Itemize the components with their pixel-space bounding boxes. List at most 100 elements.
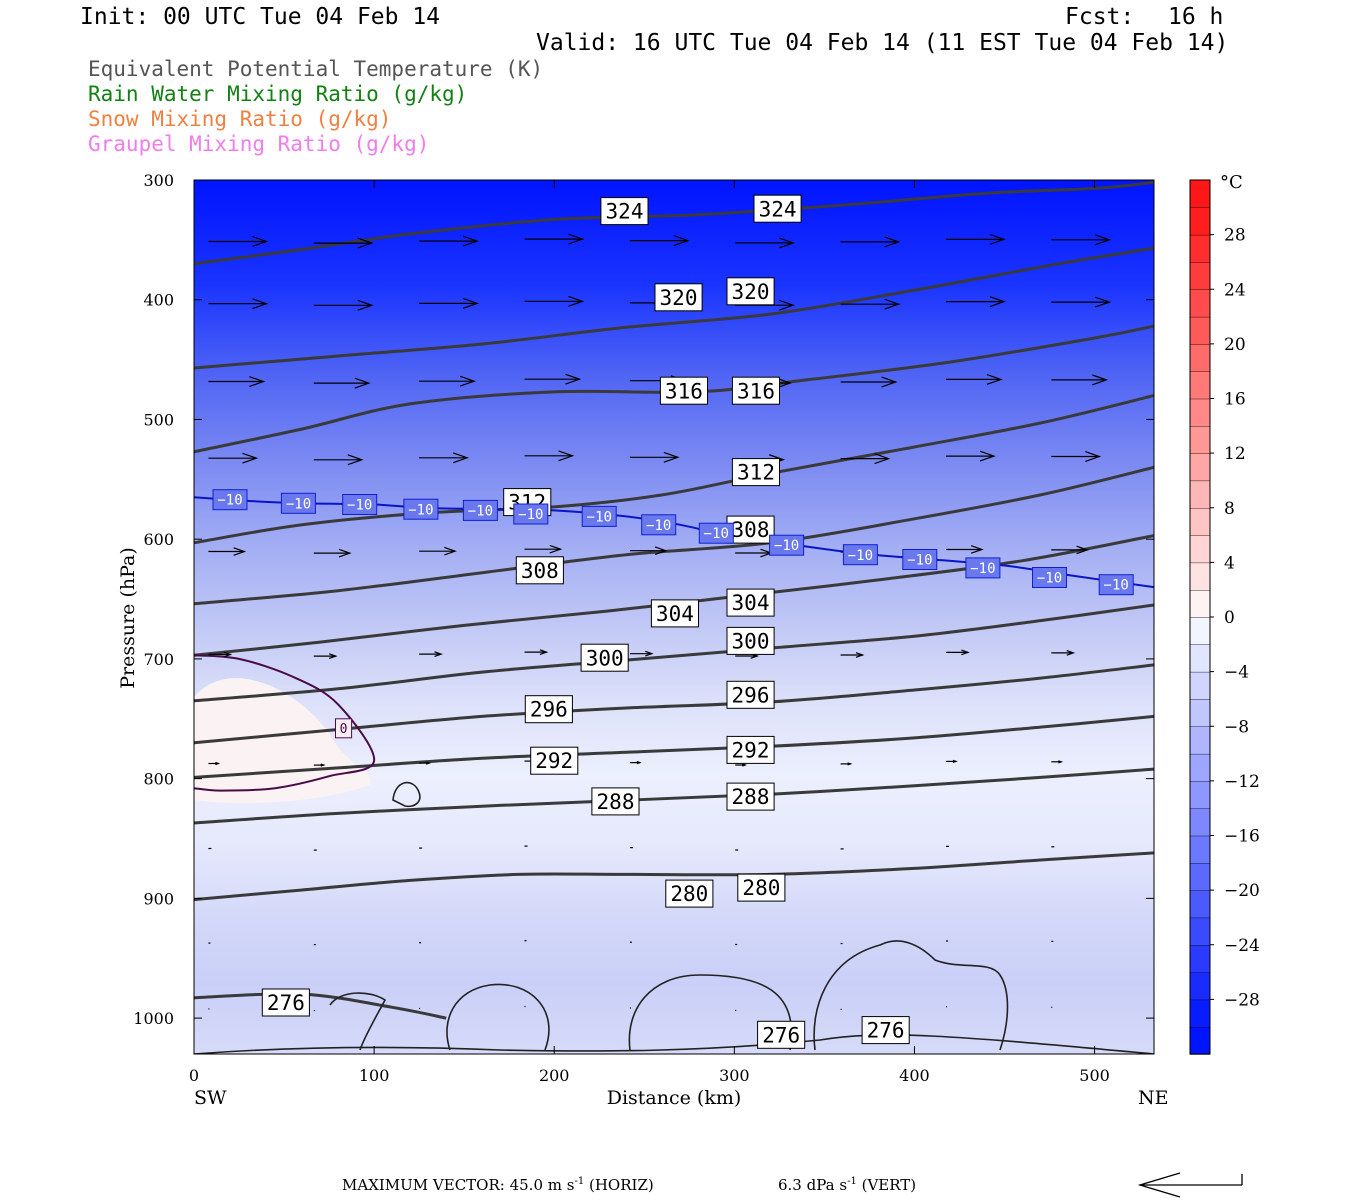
svg-text:276: 276 [267,991,305,1015]
wind-arrow [840,453,891,465]
wind-arrow [629,235,690,247]
svg-text:276: 276 [762,1023,800,1047]
x-tick-label: 200 [539,1066,570,1085]
colorbar-tick-label: 24 [1224,280,1246,300]
theta-e-label: 280 [737,873,786,902]
y-tick-label: 500 [143,410,174,429]
wind-arrow [524,544,563,554]
svg-text:316: 316 [665,379,703,403]
svg-text:308: 308 [521,559,559,583]
svg-text:324: 324 [759,197,797,221]
isotherm-label: −10 [965,557,1001,579]
isotherm-label: −10 [641,514,677,536]
wind-arrow [524,233,585,245]
wind-arrow [946,233,1006,245]
svg-text:312: 312 [737,461,775,485]
warm-pocket [194,678,371,804]
colorbar-swatch [1189,917,1211,946]
theta-e-label: 276 [757,1020,806,1049]
colorbar-swatch [1189,753,1211,782]
svg-text:304: 304 [732,591,770,615]
colorbar-swatch [1189,862,1211,891]
wind-arrow [946,759,958,763]
wind-arrow [629,451,680,463]
theta-e-label: 292 [726,735,775,764]
wind-arrow [840,376,898,388]
colorbar-tick-label: −4 [1224,663,1249,683]
init-time: Init: 00 UTC Tue 04 Feb 14 [80,4,441,30]
isotherm-label: −10 [513,503,549,525]
svg-text:296: 296 [732,683,770,707]
legend-theta-e: Equivalent Potential Temperature (K) [88,57,544,81]
wind-arrow [840,652,865,658]
theta-e-label: 300 [726,626,775,655]
svg-text:280: 280 [670,882,708,906]
wind-arrow [840,762,853,766]
colorbar-swatch [1189,398,1211,427]
svg-text:320: 320 [660,286,698,310]
theta-e-contour-276 [194,992,447,1020]
theta-e-contour-low-2 [446,983,550,1051]
theta-e-label: 292 [530,746,579,775]
isotherm-label: −10 [842,544,878,566]
colorbar-tick-label: 8 [1224,499,1235,519]
legend-rain: Rain Water Mixing Ratio (g/kg) [88,82,468,106]
x-tick-label: 0 [189,1066,199,1085]
theta-e-contour-312 [194,394,1154,545]
wind-arrow [313,377,371,389]
wind-arrow [840,298,901,310]
theta-e-label: 280 [665,879,714,908]
colorbar-swatch [1189,616,1211,645]
wind-arrow [208,452,259,464]
isotherm-label: −10 [342,494,378,515]
svg-text:288: 288 [732,785,770,809]
colorbar-swatch [1189,207,1211,236]
wind-arrow [1051,374,1109,386]
wind-arrow [208,298,269,310]
svg-text:−10: −10 [286,496,311,512]
forecast-label: Fcst: [1065,4,1135,30]
colorbar-tick-label: 0 [1224,608,1235,628]
max-vector-horiz: MAXIMUM VECTOR: 45.0 m s-1 (HORIZ) [342,1176,654,1194]
theta-e-label: 296 [726,680,775,709]
theta-e-label: 324 [753,194,802,223]
x-tick-label: 500 [1079,1066,1110,1085]
valid-time: Valid: 16 UTC Tue 04 Feb 14 (11 EST Tue … [536,30,1229,56]
isotherm-zero [194,654,376,792]
legend-snow: Snow Mixing Ratio (g/kg) [88,107,392,131]
svg-text:300: 300 [732,630,770,654]
svg-text:308: 308 [732,518,770,542]
colorbar-unit: °C [1220,172,1243,193]
isotherm-label: −10 [1032,567,1067,588]
colorbar-swatch [1189,562,1211,591]
colorbar-swatch [1189,589,1211,618]
svg-text:296: 296 [530,698,568,722]
colorbar-tick-label: −8 [1224,717,1249,737]
wind-arrow [419,235,479,247]
svg-text:320: 320 [732,280,770,304]
svg-text:276: 276 [867,1019,905,1043]
reference-vector-icon [1137,1172,1243,1198]
wind-arrow [524,450,575,462]
theta-e-contour-low-4 [813,940,1009,1051]
colorbar-tick-label: 4 [1224,553,1235,573]
theta-e-label: 288 [591,787,640,816]
wind-arrow [946,450,996,462]
svg-text:−10: −10 [1037,571,1062,587]
wind-arrow [1051,451,1102,462]
svg-text:−10: −10 [468,504,493,520]
wind-arrow [1051,545,1090,555]
theta-e-label: 304 [650,599,700,628]
svg-text:−10: −10 [646,518,671,534]
colorbar: 28 24 20 16 12 8 4 0 −4 −8 −12 −16 −20 −24 −28 [1189,179,1260,1055]
svg-text:−10: −10 [907,553,932,569]
theta-e-contour-300 [194,603,1154,703]
svg-text:300: 300 [586,646,624,670]
isotherm-label: −10 [769,534,805,556]
ne-end-label: NE [1138,1087,1169,1109]
theta-e-label: 308 [515,556,564,585]
svg-text:280: 280 [742,876,780,900]
theta-e-contour-low-3 [628,974,793,1051]
svg-text:−10: −10 [347,498,372,514]
